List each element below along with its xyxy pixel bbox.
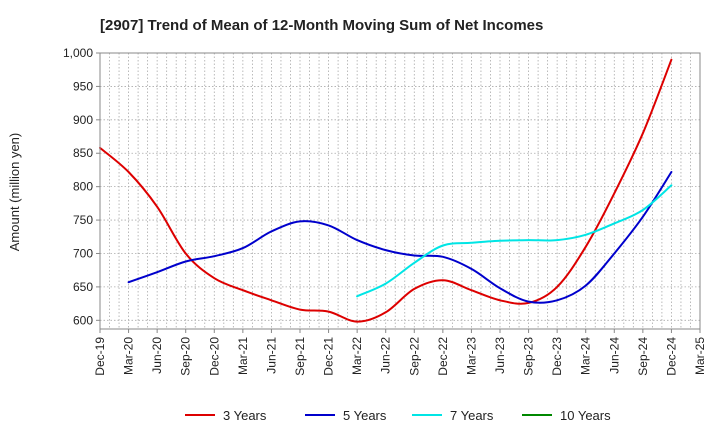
x-tick-label: Jun-21 (264, 337, 278, 374)
series-line-5-years (127, 171, 673, 304)
x-tick-label: Mar-21 (236, 337, 250, 375)
x-tick-label: Dec-24 (664, 337, 678, 376)
legend-label-3-years: 3 Years (223, 408, 267, 423)
y-tick-label: 850 (73, 146, 93, 160)
y-tick-label: 950 (73, 79, 93, 93)
legend-label-7-years: 7 Years (450, 408, 494, 423)
series-layer (99, 58, 673, 323)
x-tick-label: Dec-19 (93, 337, 107, 376)
series-line-7-years (356, 184, 673, 298)
series-line-3-years (99, 58, 673, 323)
x-axis-ticks: Dec-19 Mar-20 Jun-20 Sep-20 Dec-20 Mar-21 Jun-… (93, 329, 707, 376)
y-tick-label: 1,000 (63, 46, 93, 60)
x-tick-label: Mar-25 (693, 337, 707, 375)
x-tick-label: Dec-23 (550, 337, 564, 376)
legend: 3 Years 5 Years 7 Years 10 Years (185, 408, 611, 423)
x-tick-label: Mar-23 (464, 337, 478, 375)
x-tick-label: Dec-22 (436, 337, 450, 376)
y-axis-ticks: 600 650 700 750 800 850 900 950 1,000 (63, 46, 100, 327)
x-tick-label: Jun-23 (493, 337, 507, 374)
x-tick-label: Jun-22 (379, 337, 393, 374)
grid-lines (99, 52, 701, 329)
x-tick-label: Sep-22 (407, 337, 421, 376)
x-tick-label: Sep-23 (522, 337, 536, 376)
x-tick-label: Mar-20 (122, 337, 136, 375)
y-tick-label: 650 (73, 280, 93, 294)
x-tick-label: Dec-21 (322, 337, 336, 376)
x-tick-label: Dec-20 (207, 337, 221, 376)
y-tick-label: 750 (73, 213, 93, 227)
chart-title: [2907] Trend of Mean of 12-Month Moving … (100, 17, 543, 34)
x-tick-label: Mar-24 (579, 337, 593, 375)
x-tick-label: Jun-24 (607, 337, 621, 374)
x-tick-label: Sep-24 (636, 337, 650, 376)
x-tick-label: Sep-20 (179, 337, 193, 376)
y-tick-label: 600 (73, 313, 93, 327)
plot-frame (99, 52, 701, 330)
y-tick-label: 700 (73, 246, 93, 260)
x-tick-label: Jun-20 (150, 337, 164, 374)
y-axis-label: Amount (million yen) (7, 133, 22, 252)
legend-label-5-years: 5 Years (343, 408, 387, 423)
x-tick-label: Sep-21 (293, 337, 307, 376)
y-tick-label: 800 (73, 180, 93, 194)
x-tick-label: Mar-22 (350, 337, 364, 375)
legend-label-10-years: 10 Years (560, 408, 611, 423)
y-tick-label: 900 (73, 113, 93, 127)
